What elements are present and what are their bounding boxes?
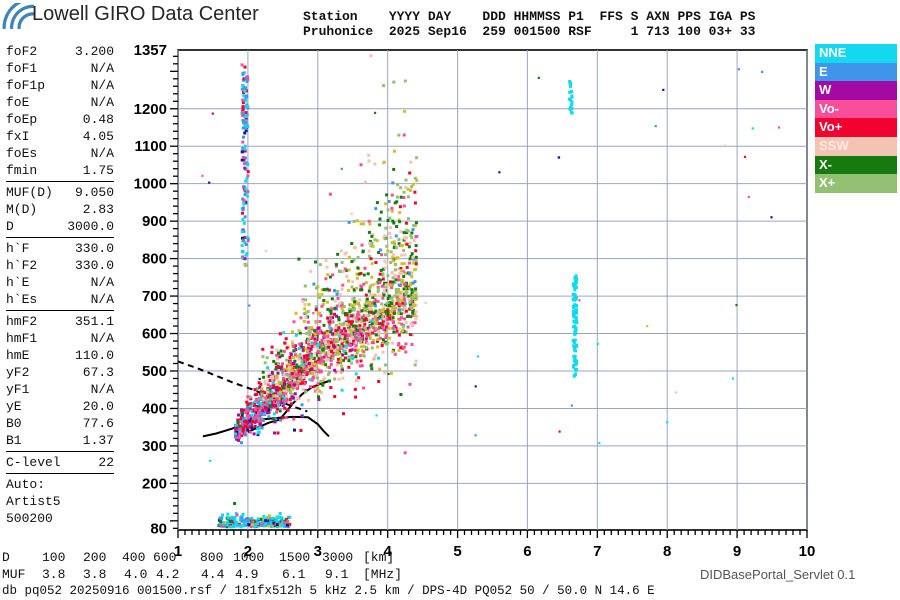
svg-text:5: 5 [453,543,461,560]
svg-text:1: 1 [174,543,182,560]
svg-text:7: 7 [593,543,601,560]
svg-text:700: 700 [142,288,167,305]
svg-text:2: 2 [244,543,252,560]
svg-text:800: 800 [142,251,167,268]
svg-text:1000: 1000 [134,176,167,193]
svg-text:9: 9 [733,543,741,560]
svg-text:500: 500 [142,363,167,380]
svg-text:300: 300 [142,438,167,455]
svg-text:1357: 1357 [134,42,167,59]
svg-text:3: 3 [314,543,322,560]
svg-text:6: 6 [523,543,531,560]
svg-text:4: 4 [384,543,393,560]
svg-text:900: 900 [142,213,167,230]
svg-text:8: 8 [663,543,671,560]
svg-text:1100: 1100 [134,138,167,155]
svg-text:1200: 1200 [134,101,167,118]
svg-text:400: 400 [142,400,167,417]
svg-text:200: 200 [142,475,167,492]
svg-text:80: 80 [150,520,167,537]
svg-text:10: 10 [799,543,816,560]
svg-text:600: 600 [142,326,167,343]
